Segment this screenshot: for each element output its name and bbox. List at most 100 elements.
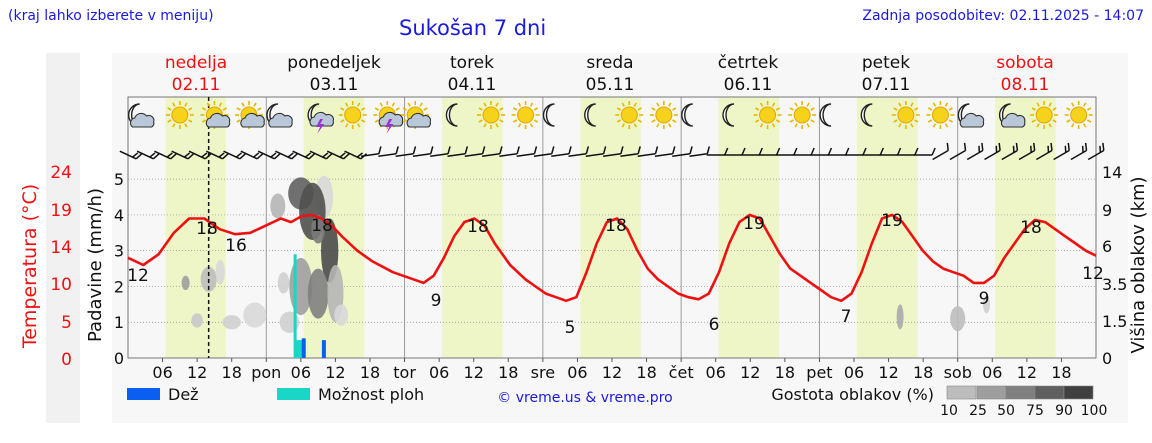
shower-bar — [296, 340, 300, 358]
x-tick-label: sob — [944, 363, 972, 382]
wind-barb — [223, 150, 247, 160]
shower-bar — [299, 340, 303, 358]
legend-cloud-density-level: 100 — [1081, 403, 1108, 419]
wind-barb — [464, 146, 486, 157]
legend-cloud-density-level: 75 — [1026, 403, 1044, 419]
page-title: Sukošan 7 dni — [399, 16, 547, 40]
wind-barb — [758, 147, 781, 156]
day-date: 02.11 — [172, 75, 221, 95]
wind-barb — [412, 146, 434, 157]
wind-barb — [551, 146, 572, 157]
x-tick-label: 12 — [325, 363, 345, 382]
location-note[interactable]: (kraj lahko izberete v meniju) — [8, 8, 214, 24]
last-updated: Zadnja posodobitev: 02.11.2025 - 14:07 — [862, 8, 1144, 24]
sun-cloud-icon — [200, 101, 231, 129]
x-tick-label: 12 — [878, 363, 898, 382]
wind-barb — [568, 146, 590, 157]
temperature-tick: 19 — [50, 201, 72, 221]
temperature-tick: 24 — [50, 163, 72, 183]
wind-barb — [1035, 142, 1053, 161]
temperature-tick: 14 — [50, 238, 72, 258]
x-tick-label: pet — [806, 363, 832, 382]
sun-cloud-icon — [235, 101, 265, 129]
wind-barb — [171, 150, 195, 160]
cloud-density-blob — [215, 259, 225, 285]
x-tick-label: tor — [393, 363, 416, 382]
temperature-label: 7 — [841, 307, 852, 327]
wind-barb — [775, 147, 798, 156]
temperature-label: 5 — [565, 318, 576, 338]
wind-barb — [654, 146, 676, 157]
day-name: četrtek — [718, 53, 779, 73]
x-tick-label: 18 — [498, 363, 518, 382]
cloud-density-blob — [243, 302, 267, 328]
wind-barb — [481, 146, 503, 157]
x-tick-label: 06 — [844, 363, 864, 382]
sun-icon — [615, 101, 644, 129]
wind-barb — [845, 147, 867, 156]
cloud-density-blob — [181, 275, 190, 291]
wind-barb — [292, 150, 316, 160]
wind-barb — [689, 146, 711, 157]
x-tick-label: 06 — [152, 363, 172, 382]
x-tick-label: 18 — [775, 363, 795, 382]
wind-barb — [1070, 142, 1088, 161]
x-tick-label: 12 — [602, 363, 622, 382]
legend-rain-label: Dež — [168, 385, 199, 404]
wind-barb — [672, 146, 693, 157]
wind-barb — [810, 147, 833, 156]
cloud-height-tick: 6 — [1102, 237, 1112, 256]
day-date: 06.11 — [724, 75, 773, 95]
x-tick-label: 06 — [706, 363, 726, 382]
cloud-height-tick: 3.5 — [1102, 275, 1127, 294]
credit-link: © vreme.us & vreme.pro — [497, 390, 672, 406]
moon-icon — [722, 103, 735, 127]
wind-barb — [516, 146, 538, 157]
temperature-label: 6 — [709, 315, 720, 335]
wind-barb — [360, 146, 382, 157]
sun-icon — [1064, 101, 1093, 129]
wind-barb — [430, 146, 451, 157]
day-name: ponedeljek — [287, 53, 381, 73]
temperature-label: 19 — [743, 214, 765, 234]
wind-barb — [309, 150, 333, 160]
wind-barb — [793, 147, 815, 156]
cloud-density-blob — [983, 295, 990, 314]
wind-barb — [499, 146, 520, 157]
rain-bar — [321, 340, 326, 358]
sun-cloud-icon — [401, 101, 432, 129]
legend-cloud-density-level: 10 — [940, 403, 958, 419]
left-axis-panel — [46, 53, 80, 423]
x-tick-label: pon — [251, 363, 281, 382]
precipitation-tick: 4 — [114, 206, 124, 225]
wind-barb — [741, 147, 763, 156]
legend-cloud-density-level: 90 — [1055, 403, 1073, 419]
wind-barb — [706, 147, 729, 156]
x-tick-label: 18 — [1051, 363, 1071, 382]
day-date: 03.11 — [310, 75, 359, 95]
temperature-tick: 5 — [61, 313, 72, 333]
cloud-density-blob — [270, 193, 286, 219]
cloud-density-blob — [307, 268, 329, 319]
moon-icon — [584, 103, 596, 127]
sun-thunder-icon — [373, 101, 404, 134]
precipitation-tick: 1 — [114, 313, 124, 332]
wind-barb — [862, 147, 884, 156]
temperature-label: 9 — [431, 291, 442, 311]
day-name: torek — [450, 53, 494, 73]
wind-barb — [395, 146, 417, 157]
wind-barb — [966, 142, 984, 161]
temperature-label: 18 — [311, 216, 333, 236]
cloud-density-blob — [896, 304, 904, 330]
sun-icon — [788, 101, 817, 129]
wind-barb — [1053, 142, 1070, 161]
wind-barb — [205, 150, 229, 160]
wind-barb — [984, 142, 1001, 161]
x-tick-label: 12 — [187, 363, 207, 382]
temperature-label: 12 — [127, 266, 149, 286]
rain-bar — [301, 338, 306, 358]
legend-cloud-density-swatch — [1063, 385, 1094, 400]
temperature-label: 18 — [196, 219, 218, 239]
sun-icon — [1030, 101, 1059, 129]
daylight-band — [442, 97, 503, 358]
